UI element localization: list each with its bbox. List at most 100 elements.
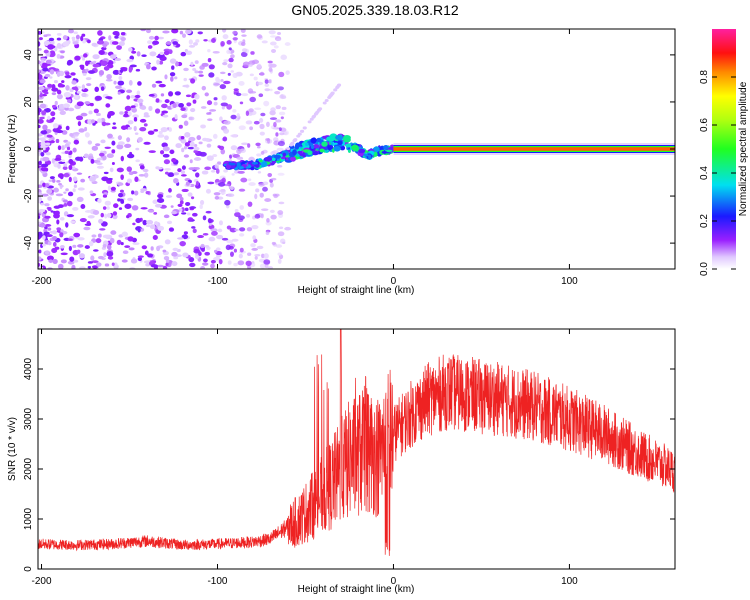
noise-blob: [247, 201, 253, 207]
noise-blob: [156, 264, 164, 268]
noise-blob: [264, 198, 272, 202]
noise-blob: [71, 80, 77, 85]
noise-blob: [41, 163, 49, 168]
noise-blob: [131, 50, 137, 54]
noise-blob: [84, 245, 90, 249]
noise-blob: [210, 263, 215, 269]
noise-blob: [180, 170, 186, 174]
noise-blob: [173, 256, 179, 260]
noise-blob: [91, 260, 99, 264]
noise-blob: [47, 241, 52, 246]
noise-blob: [126, 137, 131, 143]
ridge-blob: [347, 149, 351, 153]
noise-blob: [68, 164, 73, 171]
noise-blob: [250, 243, 256, 248]
noise-blob: [178, 208, 183, 212]
noise-blob: [230, 70, 235, 73]
noise-blob: [98, 152, 105, 157]
noise-blob: [226, 104, 233, 110]
noise-blob: [164, 74, 168, 80]
noise-blob: [259, 118, 264, 123]
noise-blob: [147, 209, 155, 213]
noise-blob: [154, 108, 161, 114]
noise-blob: [186, 102, 192, 107]
noise-blob: [137, 257, 143, 262]
noise-blob: [156, 59, 160, 65]
noise-blob: [170, 205, 174, 208]
noise-blob: [270, 214, 277, 220]
noise-blob: [165, 41, 172, 45]
noise-blob: [46, 134, 53, 138]
noise-blob: [39, 116, 45, 120]
noise-blob: [201, 247, 205, 252]
noise-blob: [268, 78, 272, 84]
noise-blob: [182, 84, 190, 88]
noise-blob: [228, 47, 232, 51]
noise-blob: [48, 37, 55, 42]
noise-blob: [275, 244, 282, 248]
noise-blob: [137, 137, 143, 143]
noise-blob: [168, 227, 175, 232]
noise-blob: [184, 142, 191, 147]
noise-blob: [72, 176, 78, 182]
noise-blob: [254, 254, 261, 257]
noise-blob: [274, 90, 281, 95]
colorbar-tick-label: 0.8: [699, 70, 710, 84]
noise-blob: [133, 117, 138, 122]
noise-blob: [216, 234, 224, 240]
streak-blob: [307, 120, 312, 124]
noise-blob: [248, 91, 257, 94]
noise-blob: [261, 40, 268, 44]
snr-x-tick-label: -200: [32, 576, 52, 587]
noise-blob: [115, 85, 122, 89]
noise-blob: [71, 264, 76, 269]
noise-blob: [56, 227, 62, 231]
noise-blob: [269, 41, 277, 46]
noise-blob: [140, 207, 148, 210]
ridge-blob: [311, 151, 319, 156]
noise-blob: [185, 94, 192, 98]
noise-blob: [220, 79, 224, 82]
streak-blob: [330, 92, 335, 96]
noise-blob: [281, 95, 287, 99]
noise-blob: [95, 262, 102, 267]
noise-blob: [89, 190, 94, 194]
noise-blob: [120, 155, 125, 162]
noise-blob: [72, 132, 80, 135]
noise-blob: [80, 65, 85, 70]
noise-blob: [189, 262, 196, 268]
noise-blob: [56, 37, 62, 41]
noise-blob: [266, 218, 270, 223]
noise-blob: [175, 61, 179, 67]
noise-blob: [132, 242, 140, 246]
noise-blob: [162, 249, 167, 253]
noise-blob: [56, 89, 62, 95]
noise-blob: [103, 252, 107, 258]
noise-blob: [157, 198, 165, 204]
streak-blob: [324, 99, 329, 103]
noise-blob: [128, 80, 133, 86]
noise-blob: [264, 79, 269, 84]
spectrogram-y-tick-label: -20: [23, 188, 34, 203]
noise-blob: [258, 183, 265, 187]
noise-blob: [187, 192, 193, 197]
noise-blob: [48, 259, 54, 263]
noise-blob: [181, 188, 189, 193]
noise-blob: [57, 163, 61, 169]
noise-blob: [240, 41, 246, 47]
noise-blob: [126, 166, 132, 172]
noise-blob: [245, 110, 250, 117]
noise-blob: [277, 140, 286, 147]
noise-blob: [171, 29, 179, 34]
noise-blob: [257, 171, 262, 174]
noise-blob: [236, 148, 242, 155]
noise-blob: [42, 124, 48, 131]
noise-blob: [40, 141, 46, 147]
noise-blob: [120, 199, 125, 204]
noise-blob: [206, 112, 211, 115]
noise-blob: [38, 213, 41, 217]
noise-blob: [128, 47, 133, 52]
noise-blob: [194, 93, 200, 100]
noise-blob: [223, 59, 229, 63]
noise-blob: [72, 41, 79, 45]
